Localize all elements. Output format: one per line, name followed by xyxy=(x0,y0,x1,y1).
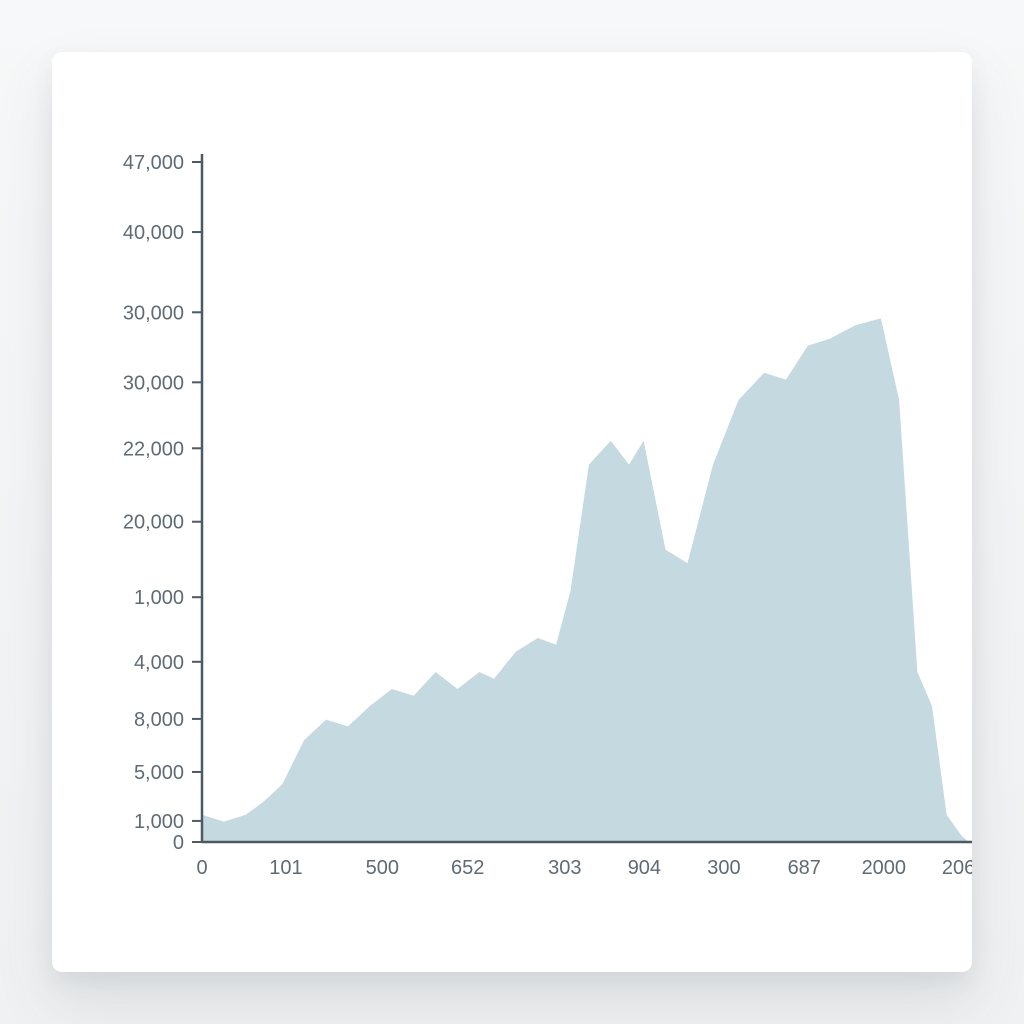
y-tick: 0 xyxy=(173,832,202,854)
x-tick-label: 500 xyxy=(366,857,399,879)
x-axis-tick-labels: 0 101 500 652 303 904 300 687 2000 2060 xyxy=(196,857,972,879)
y-tick-label: 40,000 xyxy=(123,222,184,244)
y-tick-label: 30,000 xyxy=(123,372,184,394)
y-axis-tick-labels: 47,000 40,000 30,000 30,000 22,000 20,000 1,00… xyxy=(123,152,202,854)
y-tick: 30,000 xyxy=(123,372,202,394)
y-tick: 1,000 xyxy=(134,811,202,833)
y-tick: 20,000 xyxy=(123,512,202,534)
area-series xyxy=(202,318,969,842)
x-tick-label: 300 xyxy=(707,857,740,879)
x-tick-label: 303 xyxy=(548,857,581,879)
x-tick-label: 652 xyxy=(451,857,484,879)
area-chart: 47,000 40,000 30,000 30,000 22,000 20,000 1,00… xyxy=(52,52,972,972)
y-tick: 5,000 xyxy=(134,762,202,784)
x-tick-label: 0 xyxy=(196,857,207,879)
x-tick-label: 904 xyxy=(628,857,661,879)
y-tick-label: 20,000 xyxy=(123,512,184,534)
y-tick-label: 22,000 xyxy=(123,438,184,460)
y-tick: 1,000 xyxy=(134,587,202,609)
x-tick-label: 2060 xyxy=(942,857,972,879)
page-background: 47,000 40,000 30,000 30,000 22,000 20,000 1,00… xyxy=(0,0,1024,1024)
y-tick-label: 8,000 xyxy=(134,709,184,731)
y-tick: 22,000 xyxy=(123,438,202,460)
y-tick: 30,000 xyxy=(123,302,202,324)
x-tick-label: 2000 xyxy=(862,857,907,879)
y-tick: 4,000 xyxy=(134,652,202,674)
y-tick-label: 4,000 xyxy=(134,652,184,674)
y-tick-label: 30,000 xyxy=(123,302,184,324)
x-tick-label: 101 xyxy=(269,857,302,879)
y-tick-label: 1,000 xyxy=(134,587,184,609)
y-tick-label: 0 xyxy=(173,832,184,854)
chart-card: 47,000 40,000 30,000 30,000 22,000 20,000 1,00… xyxy=(52,52,972,972)
y-tick-label: 5,000 xyxy=(134,762,184,784)
x-tick-label: 687 xyxy=(788,857,821,879)
y-tick-label: 47,000 xyxy=(123,152,184,174)
y-tick: 47,000 xyxy=(123,152,202,174)
y-tick-label: 1,000 xyxy=(134,811,184,833)
y-tick: 8,000 xyxy=(134,709,202,731)
y-tick: 40,000 xyxy=(123,222,202,244)
